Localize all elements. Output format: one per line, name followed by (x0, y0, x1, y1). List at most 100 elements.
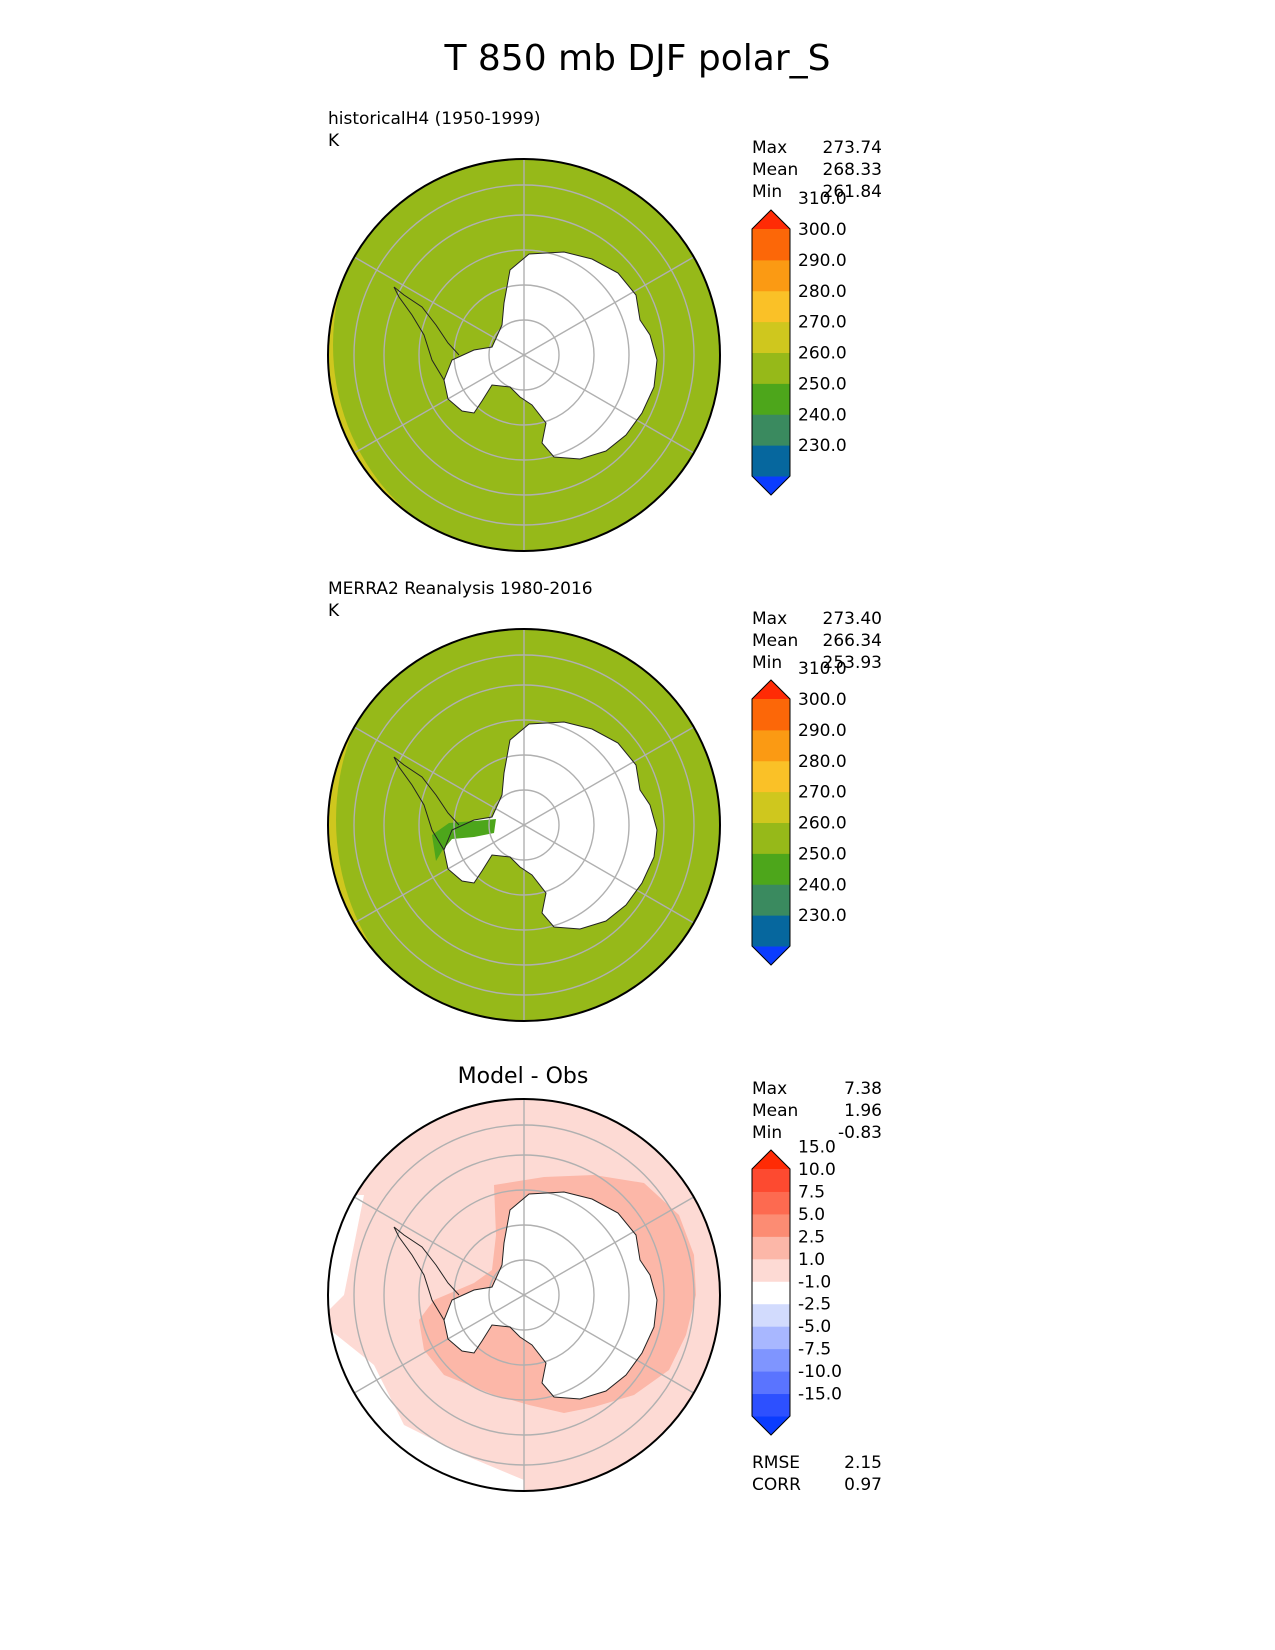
panel2-polar-map (327, 628, 721, 1022)
panel2-cbar-segment-2 (752, 884, 790, 916)
panel2-stats: Max 273.40 Mean 266.34 Min 253.93 (752, 609, 882, 673)
panel2-cbar-segment-3 (752, 853, 790, 885)
panel1-peninsula-coast (393, 286, 460, 381)
panel1-cbar-tick-label-0: 230.0 (798, 436, 847, 456)
panel2-cbar-tick-label-5: 280.0 (798, 752, 847, 772)
panel2-meridian-240 (353, 824, 525, 924)
panel2-cbar-tick-label-7: 300.0 (798, 690, 847, 710)
panel1-cbar-segment-4 (752, 352, 790, 384)
panel1-meridian-240 (353, 354, 525, 454)
panel2-map-boundary (327, 628, 721, 1022)
panel2-cbar-extend-max (752, 680, 790, 699)
panel2-cbar-tick-label-0: 230.0 (798, 906, 847, 926)
panel3-cbar-tick-label-10: 10.0 (798, 1160, 836, 1180)
panel1-cbar-segment-7 (752, 259, 790, 292)
panel3-title: Model - Obs (457, 1064, 589, 1089)
panel3-cbar-tick-label-1: -10.0 (798, 1362, 842, 1382)
panel1-cbar-tick-label-4: 270.0 (798, 313, 847, 333)
panel3-colorbar: -15.0 -10.0-7.5 -5.0-2.5 -1.01.0 2.55.0 7.510… (751, 1138, 842, 1436)
panel3-coastline (443, 1191, 658, 1400)
panel3-cbar-segment-2 (752, 1371, 790, 1395)
panel3-cbar-segment-3 (752, 1348, 790, 1372)
panel3-cbar-segment-1 (752, 1393, 790, 1417)
panel3-meridian-120 (523, 1294, 695, 1394)
panel1-coastline (443, 251, 658, 460)
panel2-cbar-tick-label-6: 290.0 (798, 721, 847, 741)
panel2-mean: 266.34 (822, 631, 882, 651)
panel2-land-mask (444, 722, 657, 929)
panel3-cbar-segment-8 (752, 1236, 790, 1260)
panel2-peninsula-coast (393, 756, 460, 851)
panel3-cbar-segment-9 (752, 1213, 790, 1237)
panel1-cbar-tick-label-2: 250.0 (798, 374, 847, 394)
panel3-mean: 1.96 (844, 1101, 882, 1121)
panel1-title: historicalH4 (1950-1999) (328, 109, 541, 129)
panel3-cbar-outline (751, 1149, 791, 1436)
panel3-cbar-tick-label-7: 2.5 (798, 1227, 825, 1247)
panel1-cbar-segment-8 (752, 229, 790, 261)
panel1-cbar-extend-min (752, 476, 790, 495)
panel2-colorbar: 230.0 240.0 250.0 260.0 270.0 280.0 290.0 300.0… (751, 659, 847, 966)
panel3-peninsula-coast (393, 1226, 460, 1321)
panel1-cbar-segment-2 (752, 414, 790, 446)
panel3-cbar-extend-min (752, 1416, 790, 1435)
panel3-land-mask (444, 1192, 657, 1399)
panel1-map-boundary (327, 158, 721, 552)
panel3-cbar-tick-label-8: 5.0 (798, 1205, 825, 1225)
panel1-cbar-outline (751, 209, 791, 496)
panel3-cbar-segment-11 (752, 1169, 790, 1192)
panel3-map-boundary (327, 1098, 721, 1492)
panel1-mean: 268.33 (822, 160, 882, 180)
panel3-cbar-tick-label-11: 15.0 (798, 1138, 836, 1158)
panel2-cbar-tick-label-3: 260.0 (798, 814, 847, 834)
figure-title: T 850 mb DJF polar_S (444, 38, 831, 79)
panel1-units: K (328, 131, 340, 151)
panel3-polar-map (327, 1098, 721, 1492)
panel2-meridian-60 (523, 726, 695, 826)
panel3-stats: Max 7.38 Mean 1.96 Min -0.83 (752, 1079, 882, 1143)
panel2-title: MERRA2 Reanalysis 1980-2016 (328, 579, 593, 599)
panel1-cbar-tick-label-8: 310.0 (798, 189, 847, 209)
panel2-cbar-segment-7 (752, 729, 790, 762)
panel1-max: 273.74 (822, 138, 882, 158)
panel2-meridian-120 (523, 824, 695, 924)
panel2-cbar-segment-4 (752, 822, 790, 854)
panel1-cbar-segment-3 (752, 383, 790, 415)
panel1-stats: Max 273.74 Mean 268.33 Min 261.84 (752, 138, 882, 202)
panel3-cbar-tick-label-4: -2.5 (798, 1295, 831, 1315)
panel1-title-block: historicalH4 (1950-1999) K (328, 108, 541, 152)
panel1-cbar-tick-label-1: 240.0 (798, 405, 847, 425)
panel2-min: 253.93 (822, 653, 882, 673)
panel2-max: 273.40 (822, 609, 882, 629)
panel3-cbar-tick-label-2: -7.5 (798, 1340, 831, 1360)
panel1-cbar-segment-1 (752, 445, 790, 477)
panel3-cbar-tick-label-3: -5.0 (798, 1317, 831, 1337)
panel2-cbar-outline (751, 679, 791, 966)
panel3-rmse: 2.15 (844, 1453, 882, 1473)
panel3-cbar-segment-4 (752, 1326, 790, 1350)
panel3-corr: 0.97 (844, 1475, 882, 1495)
panel1-cbar-segment-5 (752, 321, 790, 353)
panel3-cbar-tick-label-0: -15.0 (798, 1385, 842, 1405)
panel2-coastline (443, 721, 658, 930)
panel2-cbar-segment-1 (752, 915, 790, 947)
panel2-cbar-tick-label-2: 250.0 (798, 844, 847, 864)
panel3-cbar-tick-label-5: -1.0 (798, 1272, 831, 1292)
panel3-meridian-60 (523, 1196, 695, 1296)
panel2-cbar-tick-label-8: 310.0 (798, 659, 847, 679)
panel1-cbar-extend-max (752, 210, 790, 229)
panel2-cbar-segment-6 (752, 760, 790, 793)
panel3-cbar-segment-10 (752, 1191, 790, 1215)
panel3-min: -0.83 (838, 1123, 882, 1143)
panel2-cbar-tick-label-1: 240.0 (798, 875, 847, 895)
panel3-metrics: RMSE 2.15 CORR 0.97 (752, 1453, 882, 1495)
panel1-min: 261.84 (822, 182, 882, 202)
panel1-polar-map (327, 158, 721, 552)
panel2-cbar-segment-8 (752, 699, 790, 731)
panel1-cbar-segment-6 (752, 290, 790, 323)
panel2-field (328, 629, 720, 1021)
panel2-units: K (328, 601, 340, 621)
panel3-cbar-tick-label-6: 1.0 (798, 1250, 825, 1270)
panel3-meridian-240 (353, 1294, 525, 1394)
panel2-title-block: MERRA2 Reanalysis 1980-2016 K (328, 578, 593, 622)
